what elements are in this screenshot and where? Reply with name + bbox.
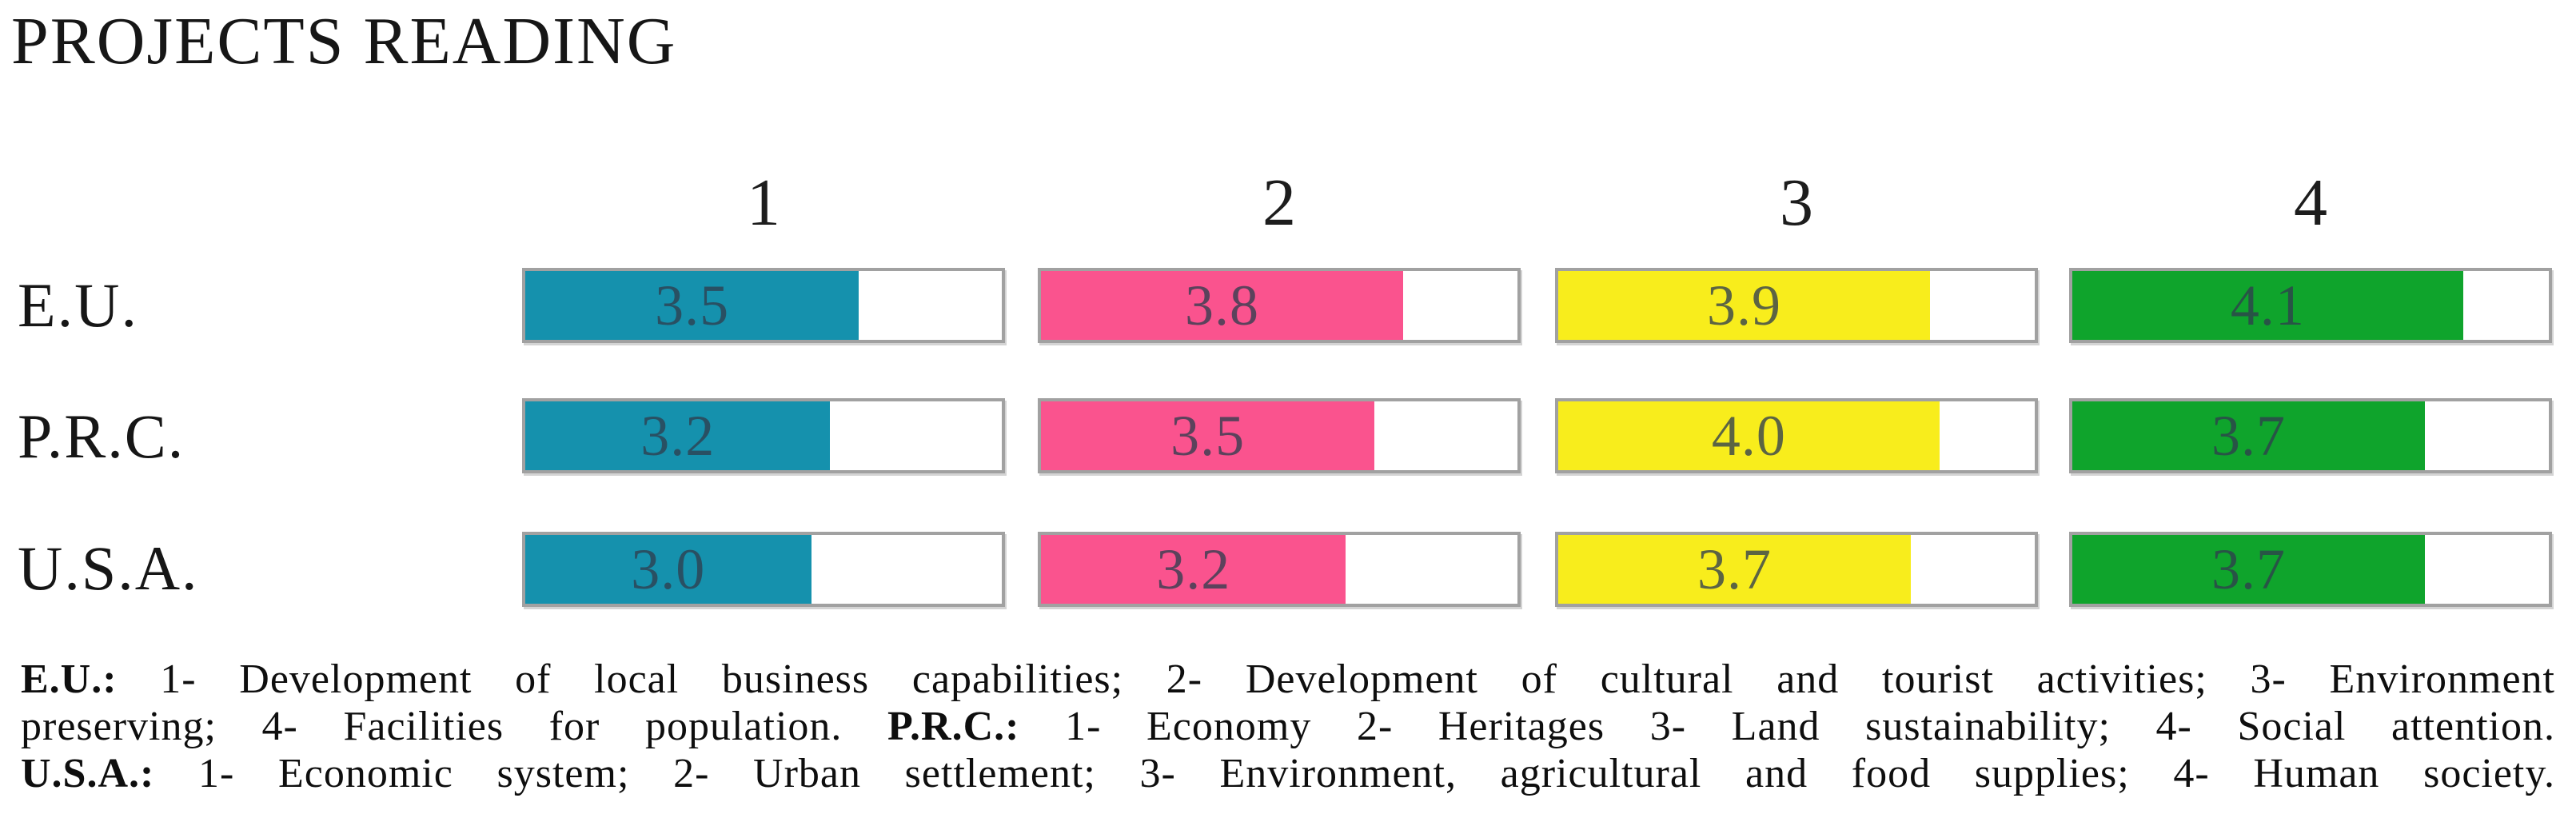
row-label-eu: E.U. <box>18 270 138 340</box>
caption-term-prc: P.R.C.: <box>887 704 1020 749</box>
bar-value-label: 3.5 <box>1170 404 1246 468</box>
bar-fill-prc-2: 3.5 <box>1041 401 1375 470</box>
bar-track-eu-2: 3.8 <box>1038 268 1521 343</box>
bar-track-usa-4: 3.7 <box>2069 532 2552 607</box>
bar-track-eu-3: 3.9 <box>1555 268 2038 343</box>
bar-fill-prc-4: 3.7 <box>2072 401 2426 470</box>
row-label-prc: P.R.C. <box>18 401 185 471</box>
bar-value-label: 3.7 <box>1697 537 1772 601</box>
figure-caption: E.U.: 1- Development of local business c… <box>21 656 2555 797</box>
bar-track-usa-1: 3.0 <box>522 532 1005 607</box>
bar-value-label: 3.2 <box>1156 537 1231 601</box>
bar-track-usa-3: 3.7 <box>1555 532 2038 607</box>
bar-fill-eu-1: 3.5 <box>525 271 859 340</box>
caption-text: 1- Economic system; 2- Urban settlement;… <box>154 751 2555 796</box>
bar-value-label: 3.7 <box>2211 404 2287 468</box>
bar-value-label: 3.7 <box>2211 537 2287 601</box>
caption-text: preserving; 4- Facilities for population… <box>21 704 888 749</box>
caption-line-3: U.S.A.: 1- Economic system; 2- Urban set… <box>21 750 2555 797</box>
caption-term-usa: U.S.A.: <box>21 751 155 796</box>
bar-fill-eu-2: 3.8 <box>1041 271 1403 340</box>
bar-fill-eu-4: 4.1 <box>2072 271 2463 340</box>
column-header-1: 1 <box>747 166 780 240</box>
bar-track-prc-4: 3.7 <box>2069 398 2552 473</box>
column-header-3: 3 <box>1780 166 1813 240</box>
bar-value-label: 3.9 <box>1706 273 1781 337</box>
bar-track-prc-3: 4.0 <box>1555 398 2038 473</box>
bar-fill-prc-3: 4.0 <box>1558 401 1940 470</box>
bar-value-label: 4.1 <box>2230 273 2305 337</box>
bar-fill-usa-4: 3.7 <box>2072 535 2426 604</box>
caption-term-eu: E.U.: <box>21 656 118 702</box>
bar-track-eu-4: 4.1 <box>2069 268 2552 343</box>
caption-text: 1- Development of local business capabil… <box>117 656 2555 702</box>
bar-value-label: 4.0 <box>1711 404 1786 468</box>
row-label-usa: U.S.A. <box>18 533 199 603</box>
bar-track-eu-1: 3.5 <box>522 268 1005 343</box>
bar-fill-prc-1: 3.2 <box>525 401 831 470</box>
bar-fill-eu-3: 3.9 <box>1558 271 1930 340</box>
chart-title: PROJECTS READING <box>11 4 677 78</box>
column-header-2: 2 <box>1262 166 1296 240</box>
column-header-4: 4 <box>2294 166 2327 240</box>
bar-value-label: 3.5 <box>655 273 730 337</box>
bar-value-label: 3.0 <box>631 537 706 601</box>
bar-value-label: 3.8 <box>1184 273 1259 337</box>
bar-value-label: 3.2 <box>640 404 716 468</box>
caption-line-2: preserving; 4- Facilities for population… <box>21 703 2555 750</box>
bar-track-prc-1: 3.2 <box>522 398 1005 473</box>
bar-fill-usa-1: 3.0 <box>525 535 811 604</box>
bar-fill-usa-2: 3.2 <box>1041 535 1346 604</box>
caption-text: 1- Economy 2- Heritages 3- Land sustaina… <box>1019 704 2556 749</box>
caption-line-1: E.U.: 1- Development of local business c… <box>21 656 2555 703</box>
bar-track-prc-2: 3.5 <box>1038 398 1521 473</box>
bar-track-usa-2: 3.2 <box>1038 532 1521 607</box>
bar-fill-usa-3: 3.7 <box>1558 535 1912 604</box>
